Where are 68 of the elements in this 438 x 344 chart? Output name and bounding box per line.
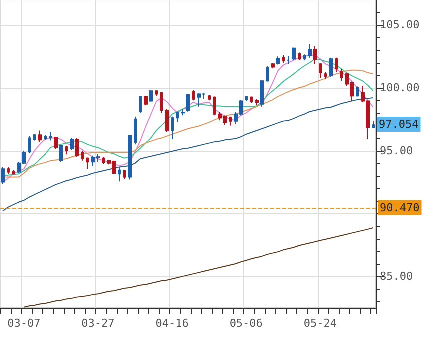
candlestick bbox=[75, 138, 79, 158]
candlestick bbox=[176, 111, 179, 122]
candlestick bbox=[271, 62, 275, 70]
candlestick bbox=[192, 90, 195, 102]
candlestick bbox=[298, 52, 301, 61]
line-series bbox=[2, 98, 374, 212]
x-tick-label: 05-06 bbox=[230, 317, 263, 330]
candlestick bbox=[319, 62, 322, 78]
candlestick bbox=[12, 170, 15, 176]
candlestick bbox=[86, 157, 89, 170]
y-tick-label: 85.00 bbox=[380, 270, 414, 284]
candlestick bbox=[59, 144, 63, 163]
candlestick bbox=[7, 166, 10, 175]
candlestick bbox=[171, 116, 174, 140]
candlestick bbox=[181, 108, 185, 116]
candlestick bbox=[329, 57, 333, 78]
candlestick bbox=[276, 56, 280, 66]
y-tick-label: 100.00 bbox=[380, 82, 420, 94]
candlestick bbox=[260, 80, 264, 108]
candlestick bbox=[38, 130, 42, 143]
y-tick-label: 105.00 bbox=[380, 18, 420, 32]
candlestick bbox=[250, 96, 253, 104]
candlestick bbox=[160, 92, 163, 114]
candlestick bbox=[149, 90, 153, 102]
y-tick-label: 95.00 bbox=[380, 144, 414, 158]
candlestick bbox=[65, 145, 68, 156]
candlestick bbox=[102, 156, 105, 165]
candlestick bbox=[303, 54, 306, 61]
candlestick bbox=[335, 57, 338, 73]
candlestick bbox=[1, 166, 5, 185]
candlestick bbox=[313, 46, 317, 65]
candlestick bbox=[186, 94, 190, 112]
candlestick bbox=[28, 136, 31, 154]
x-tick-label: 04-16 bbox=[156, 317, 189, 330]
candlestick bbox=[155, 90, 158, 97]
x-tick-label: 05-24 bbox=[304, 317, 338, 330]
candlestick bbox=[33, 134, 36, 142]
candlestick bbox=[165, 108, 169, 132]
candlestick bbox=[54, 136, 58, 150]
candlestick bbox=[308, 44, 312, 58]
candlestick bbox=[123, 170, 126, 180]
candlestick bbox=[70, 138, 74, 151]
x-tick-label: 03-27 bbox=[82, 317, 115, 330]
candlestick bbox=[128, 135, 132, 180]
candlestick bbox=[49, 132, 52, 142]
candlestick bbox=[118, 166, 121, 182]
candlestick bbox=[81, 150, 84, 162]
candlestick bbox=[292, 47, 296, 61]
candlestick bbox=[213, 96, 216, 116]
candlestick bbox=[282, 54, 285, 64]
candlestick bbox=[266, 66, 269, 82]
x-tick-label: 03-07 bbox=[8, 317, 41, 330]
candlestick bbox=[139, 96, 142, 114]
candlestick bbox=[245, 96, 248, 102]
candlestick bbox=[372, 120, 375, 128]
candlestick bbox=[144, 96, 148, 106]
candlestick bbox=[324, 72, 327, 80]
candlestick bbox=[287, 55, 290, 65]
candlestick bbox=[229, 116, 232, 126]
line-series bbox=[24, 228, 374, 308]
annotation: 97.054 bbox=[379, 118, 420, 132]
candlestick bbox=[44, 134, 47, 141]
candlestick bbox=[356, 86, 359, 98]
candlestick bbox=[340, 68, 343, 82]
candlestick bbox=[134, 116, 137, 146]
candlestick bbox=[255, 98, 259, 106]
ref-line-label: 90.470 bbox=[380, 201, 420, 214]
candlestick bbox=[208, 95, 211, 102]
